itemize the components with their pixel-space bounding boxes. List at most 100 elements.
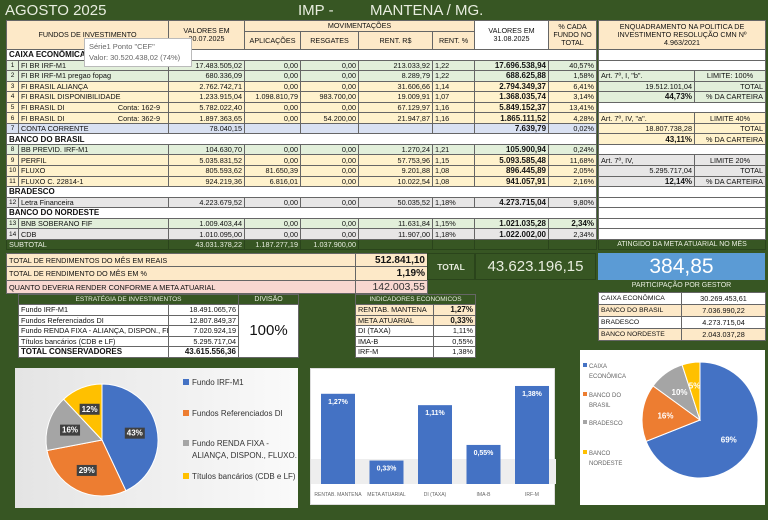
- bar[interactable]: [418, 405, 452, 484]
- table-row: 14 CDB 1.010.095,00 0,00 0,00 11.907,00 1,18% 1…: [6, 228, 767, 240]
- fund-name: FLUXO C. 22814-1: [17, 175, 170, 188]
- redemptions-value: 54.200,00: [300, 112, 360, 124]
- applications-value: 81.650,39: [244, 165, 302, 177]
- manager-row: CAIXA ECONÔMICA 30.269.453,61: [598, 292, 766, 305]
- manager-row: BANCO DO BRASIL 7.036.990,22: [598, 304, 766, 317]
- pie-slice[interactable]: [681, 361, 701, 421]
- data-label-bg: [124, 427, 145, 439]
- row-number: 1: [6, 59, 19, 72]
- fund-share: 3,14%: [548, 91, 598, 103]
- framework-blank: [598, 207, 767, 219]
- curr-value: 896.445,89: [474, 165, 550, 177]
- row-number: 10: [6, 165, 19, 177]
- rent-pct-value: 1,21: [432, 143, 476, 156]
- fund-name-text: FI BRASIL DI: [21, 113, 65, 123]
- redemptions-value: 0,00: [300, 175, 360, 188]
- legend-swatch: [583, 420, 587, 424]
- division-label: DIVISÃO: [238, 294, 300, 305]
- fund-name: FI BRASIL ALIANÇA: [17, 80, 170, 93]
- redemptions-value: 0,00: [300, 101, 360, 114]
- indicator-row: DI (TAXA) 1,11%: [355, 325, 476, 337]
- indicator-row: IMA-B 0,55%: [355, 335, 476, 348]
- redemptions-value: 0,00: [300, 196, 360, 209]
- strategy-value: 7.020.924,19: [167, 325, 240, 337]
- fund-name: FI BRASIL DI Conta: 162-9: [17, 101, 170, 114]
- subtotal-row: SUBTOTAL 43.031.378,22 1.187.277,19 1.037.9…: [5, 238, 767, 251]
- pie-slice[interactable]: [641, 385, 702, 443]
- rent-rs-value: 19.009,91: [358, 91, 434, 103]
- header-framework: ENQUADRAMENTO NA POLITICA DE INVESTIMENT…: [598, 20, 767, 50]
- bar[interactable]: [369, 460, 404, 484]
- rent-pct-value: 1,22: [432, 70, 476, 82]
- legend-label-line: BANCO DO: [589, 393, 621, 399]
- prev-value: 1.233.915,04: [168, 91, 246, 103]
- indicator-value: 1,27%: [433, 304, 476, 316]
- rent-rs-value: 9.201,88: [358, 165, 434, 177]
- gap: [596, 228, 599, 240]
- month-income-label: TOTAL DE RENDIMENTOS DO MÊS EM REAIS: [6, 253, 356, 267]
- applications-value: 1.098.810,79: [244, 91, 302, 103]
- bar[interactable]: [321, 393, 355, 484]
- gap: [596, 133, 599, 145]
- fund-name-text: CDB: [21, 229, 37, 239]
- prev-value: 104.630,70: [168, 143, 246, 156]
- applications-value: [244, 122, 302, 135]
- redemptions-value: [300, 122, 360, 135]
- pie-slice[interactable]: [645, 361, 759, 479]
- gap: [596, 186, 599, 198]
- curr-value: 1.021.035,28: [474, 217, 550, 230]
- redemptions-value: 0,00: [300, 143, 360, 156]
- table-row: 7 CONTA CORRENTE 78.040,15 7.639,79 0,02% 18.…: [6, 122, 767, 135]
- strategy-total-label: TOTAL CONSERVADORES: [18, 346, 169, 358]
- bar-data-label: 1,11%: [425, 410, 445, 417]
- header-rent-pct: RENT. %: [432, 31, 476, 50]
- fund-name-text: BNB SOBERANO FIF: [21, 219, 93, 229]
- gap: [596, 20, 599, 50]
- month-income-value: 512.841,10: [355, 253, 428, 267]
- fund-name-text: FI BR IRF-M1: [21, 60, 66, 70]
- fund-share: 0,02%: [548, 122, 598, 135]
- rent-pct-value: 1,18%: [432, 228, 476, 240]
- strategy-table: ESTRATÉGIA DE INVESTIMENTOS DIVISÃO Fundo…: [17, 294, 300, 358]
- rent-pct-value: [432, 122, 476, 135]
- strategy-name: Fundos Referenciados DI: [18, 314, 169, 327]
- total-value: 43.623.196,15: [475, 253, 596, 280]
- indicator-name: IMA-B: [355, 335, 434, 348]
- table-row: 3 FI BRASIL ALIANÇA 2.762.742,71 0,00 0,00 31…: [6, 80, 767, 93]
- fund-name-text: FI BRASIL DISPONIBILIDADE: [21, 92, 121, 102]
- section-name: BANCO DO BRASIL: [5, 133, 598, 145]
- framework-ref: Art. 7º, IV,: [598, 154, 696, 166]
- gap: [596, 165, 599, 177]
- table-row: 10 FLUXO 805.593,62 81.650,39 0,00 9.201,88 1,…: [6, 165, 767, 177]
- totals-table: TOTAL DE RENDIMENTOS DO MÊS EM REAIS 512.…: [6, 253, 428, 294]
- header-movements: MOVIMENTAÇÕES: [244, 20, 476, 32]
- pie-data-label: 12%: [82, 405, 98, 414]
- row-number: 12: [6, 196, 19, 209]
- legend-swatch: [183, 440, 189, 446]
- report-imp: IMP -: [298, 2, 334, 19]
- legend-label-line: ECONÔMICA: [589, 373, 626, 380]
- indicator-value: 0,55%: [433, 335, 476, 348]
- fund-name-text: PERFIL: [21, 155, 47, 165]
- fund-name-text: FLUXO: [21, 166, 46, 176]
- fund-share: 1,58%: [548, 70, 598, 82]
- rent-rs-value: 50.035,52: [358, 196, 434, 209]
- header-curr-values: VALORES EM 31.08.2025: [474, 20, 550, 50]
- applications-value: 0,00: [244, 154, 302, 166]
- bar[interactable]: [515, 385, 549, 484]
- rent-pct-value: 1,15: [432, 154, 476, 166]
- bar[interactable]: [466, 444, 501, 484]
- fund-share: 11,68%: [548, 154, 598, 166]
- rent-rs-value: 1.270,24: [358, 143, 434, 156]
- section-row: BANCO DO NORDESTE: [5, 207, 767, 219]
- manager-value: 30.269.453,61: [681, 292, 766, 305]
- rent-rs-value: [358, 122, 434, 135]
- indicator-name: DI (TAXA): [355, 325, 434, 337]
- subtotal-label: SUBTOTAL: [5, 238, 170, 251]
- report-city: MANTENA / MG.: [370, 2, 484, 19]
- account-number: Conta: 162-9: [117, 103, 161, 112]
- indicator-value: 1,38%: [433, 346, 476, 358]
- fund-share: 2,05%: [548, 165, 598, 177]
- gap: [596, 60, 599, 71]
- indicator-row: IRF-M 1,38%: [355, 346, 476, 358]
